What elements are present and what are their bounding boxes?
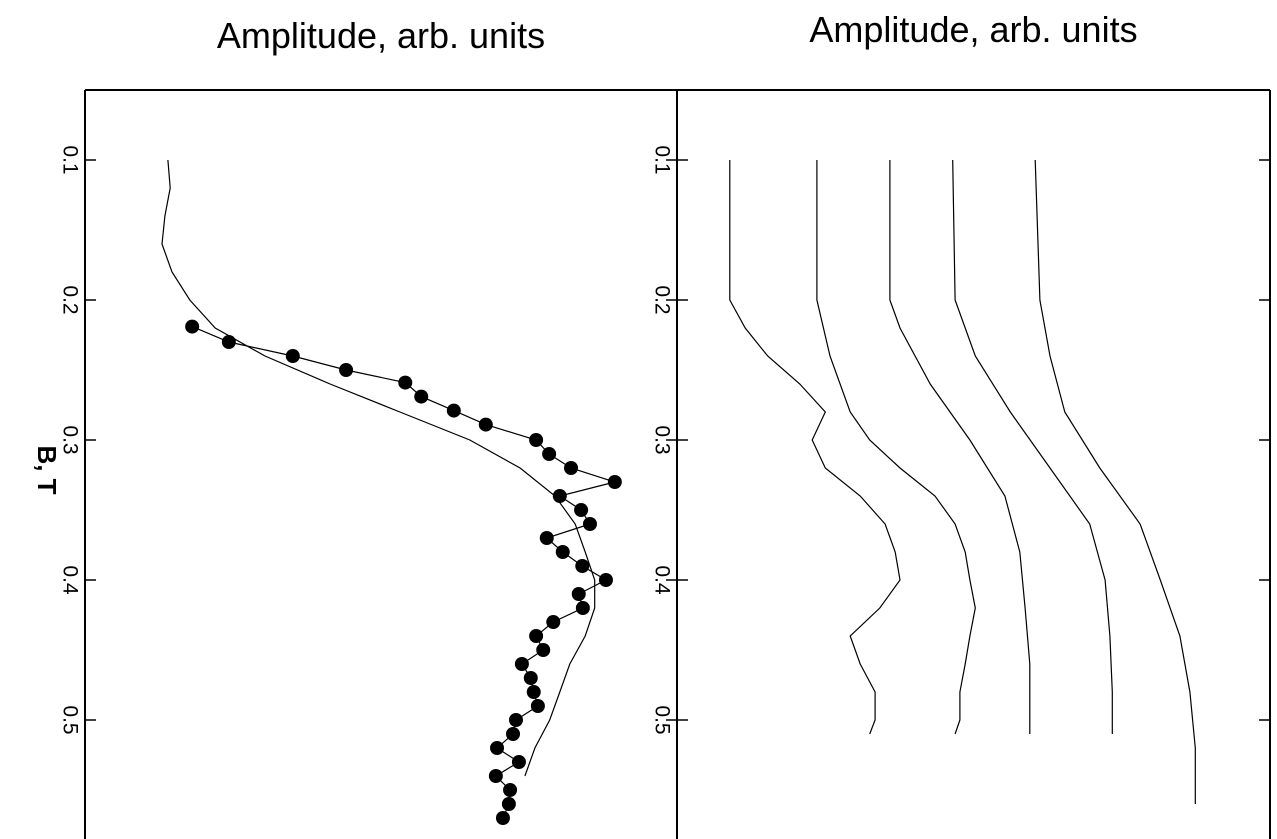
- data-point: [185, 319, 200, 334]
- y-tick-label: 0.2: [58, 285, 81, 314]
- y-axis-label: B, T: [32, 445, 62, 494]
- y-tick-label: 0.5: [58, 705, 81, 734]
- data-point: [542, 447, 557, 461]
- data-point: [514, 657, 529, 671]
- data-point: [530, 699, 545, 713]
- data-point: [575, 559, 590, 573]
- data-point: [555, 545, 570, 559]
- data-line: [952, 159, 1113, 734]
- data-point: [607, 475, 622, 489]
- data-point: [536, 643, 551, 657]
- data-point: [339, 363, 354, 377]
- y-tick-label: 0.1: [58, 145, 81, 174]
- data-point: [564, 461, 579, 475]
- data-point: [539, 531, 554, 545]
- data-point: [574, 503, 589, 517]
- data-point: [414, 389, 429, 404]
- data-point: [529, 629, 544, 643]
- data-line: [161, 159, 596, 777]
- data-line: [191, 326, 617, 819]
- y-tick-label: 0.5: [650, 705, 673, 734]
- x-axis-label: Amplitude, arb. units: [217, 15, 545, 56]
- data-point: [508, 713, 523, 727]
- y-tick-label: 0.1: [650, 145, 673, 174]
- data-point: [598, 573, 613, 587]
- data-point: [495, 811, 510, 825]
- x-axis-label: Amplitude, arb. units: [809, 9, 1137, 50]
- data-point: [285, 349, 300, 363]
- data-point: [506, 727, 521, 741]
- data-point: [503, 783, 518, 797]
- data-line: [816, 160, 976, 735]
- data-point: [546, 615, 561, 629]
- data-point: [446, 403, 461, 418]
- y-tick-label: 0.3: [650, 425, 673, 454]
- data-point: [511, 755, 526, 769]
- data-line: [729, 160, 901, 735]
- data-point: [398, 375, 413, 390]
- y-tick-label: 0.4: [58, 565, 81, 595]
- data-point: [575, 601, 590, 615]
- y-tick-label: 0.4: [650, 565, 673, 595]
- data-point: [501, 797, 516, 811]
- data-point: [523, 671, 538, 685]
- data-line: [1034, 159, 1196, 804]
- data-point: [490, 741, 505, 755]
- data-point: [552, 489, 567, 503]
- y-tick-label: 0.3: [58, 425, 81, 454]
- data-point: [526, 685, 541, 699]
- data-point: [221, 335, 236, 349]
- data-point: [488, 769, 503, 783]
- data-point: [478, 417, 493, 432]
- data-point: [582, 517, 597, 531]
- data-line: [889, 160, 1031, 734]
- data-point: [529, 433, 544, 447]
- data-point: [571, 587, 586, 601]
- y-tick-label: 0.2: [650, 285, 673, 314]
